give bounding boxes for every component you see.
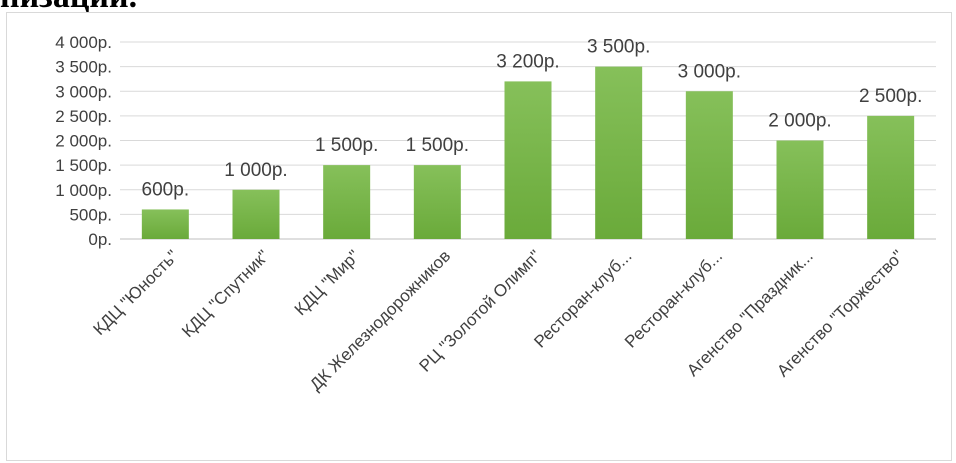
data-label: 1 500р. bbox=[315, 135, 378, 156]
data-labels: 600р. 1 000р. 1 500р. 1 500р. 3 200р. 3 500р.… bbox=[142, 37, 923, 201]
bar bbox=[867, 115, 915, 239]
bar bbox=[413, 165, 461, 239]
y-axis-ticks: 0р. 500р. 1 000р. 1 500р. 2 000р. 2 500р. 3 00… bbox=[55, 33, 112, 249]
data-label: 600р. bbox=[142, 179, 190, 200]
data-label: 2 000р. bbox=[768, 111, 831, 132]
bar bbox=[504, 81, 552, 240]
y-tick-label: 4 000р. bbox=[55, 33, 112, 52]
bar bbox=[685, 91, 733, 239]
data-label: 2 500р. bbox=[859, 86, 922, 107]
bar bbox=[776, 140, 824, 239]
bar bbox=[323, 165, 371, 239]
data-label: 3 000р. bbox=[678, 61, 741, 82]
category-label: КДЦ "Спутник" bbox=[178, 246, 273, 341]
data-label: 1 000р. bbox=[224, 160, 287, 181]
category-labels: КДЦ "Юность"КДЦ "Спутник" КДЦ "Мир"ДК Жел… bbox=[90, 246, 908, 394]
category-label: Ресторан-клуб... bbox=[621, 246, 726, 351]
y-tick-label: 500р. bbox=[69, 205, 112, 224]
y-tick-label: 2 000р. bbox=[55, 132, 112, 151]
bar bbox=[232, 189, 280, 239]
data-label: 3 200р. bbox=[496, 51, 559, 72]
y-tick-label: 3 500р. bbox=[55, 58, 112, 77]
category-label: КДЦ "Мир" bbox=[291, 246, 364, 319]
data-label: 3 500р. bbox=[587, 37, 650, 58]
bars bbox=[141, 66, 915, 240]
category-label: Ресторан-клуб... bbox=[530, 246, 635, 351]
category-label: КДЦ "Юность" bbox=[90, 246, 183, 339]
y-tick-label: 3 000р. bbox=[55, 82, 112, 101]
y-tick-label: 1 500р. bbox=[55, 156, 112, 175]
y-tick-label: 2 500р. bbox=[55, 107, 112, 126]
bar bbox=[141, 209, 189, 239]
heading-fragment: низации. bbox=[0, 0, 137, 16]
y-tick-label: 0р. bbox=[88, 230, 112, 249]
y-tick-label: 1 000р. bbox=[55, 181, 112, 200]
data-label: 1 500р. bbox=[406, 135, 469, 156]
bar bbox=[595, 66, 643, 239]
